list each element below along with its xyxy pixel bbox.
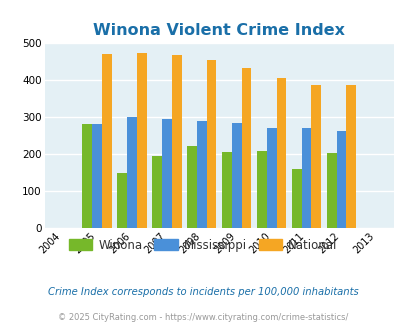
Bar [196,121,206,228]
Bar [136,53,146,228]
Bar [345,85,355,228]
Bar [301,128,311,228]
Bar [152,156,162,228]
Bar [311,85,320,228]
Bar [256,151,266,228]
Bar [162,119,171,228]
Bar [127,117,136,228]
Bar [117,173,127,228]
Bar [336,131,345,228]
Bar [102,54,111,228]
Bar [231,123,241,228]
Bar [326,153,336,228]
Bar [291,169,301,228]
Bar [171,55,181,228]
Title: Winona Violent Crime Index: Winona Violent Crime Index [93,22,344,38]
Bar [276,78,286,228]
Bar [241,68,251,228]
Bar [266,128,276,228]
Bar [92,124,102,228]
Bar [82,124,92,228]
Bar [206,59,216,228]
Legend: Winona, Mississippi, National: Winona, Mississippi, National [64,234,341,256]
Text: Crime Index corresponds to incidents per 100,000 inhabitants: Crime Index corresponds to incidents per… [47,287,358,297]
Text: © 2025 CityRating.com - https://www.cityrating.com/crime-statistics/: © 2025 CityRating.com - https://www.city… [58,313,347,322]
Bar [222,152,231,228]
Bar [187,147,196,228]
